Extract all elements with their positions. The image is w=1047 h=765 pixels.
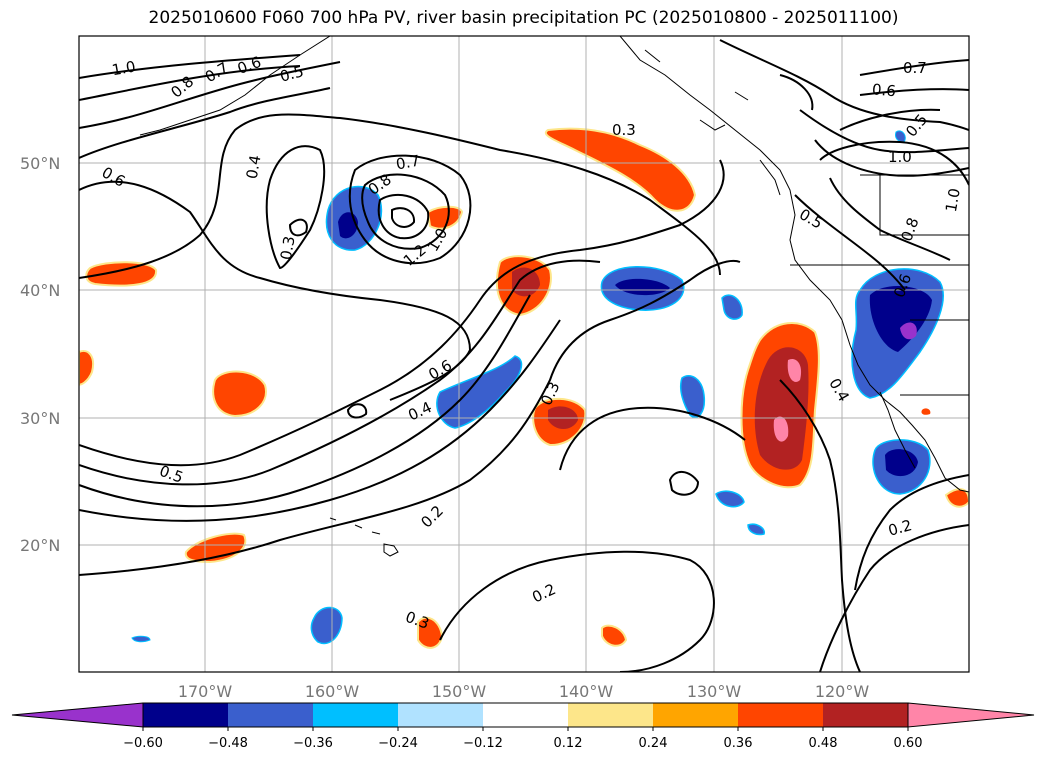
contour-label: 1.0 [942, 187, 964, 214]
colorbar-extend-min [11, 702, 144, 728]
lon-label: 150°W [432, 682, 487, 701]
contour-label: 1.0 [888, 148, 912, 166]
longitude-labels: 170°W 160°W 150°W 140°W 130°W 120°W [178, 682, 870, 701]
pv-contours [79, 39, 969, 672]
colorbar-bin [653, 703, 738, 727]
coastlines [139, 36, 969, 493]
contour-label: 0.4 [243, 154, 265, 181]
colorbar-border [142, 702, 909, 728]
colorbar-tick-label: 0.48 [809, 736, 838, 751]
colorbar-tick-label: −0.60 [123, 736, 163, 751]
colorbar-bin [738, 703, 823, 727]
colorbar-bin [228, 703, 313, 727]
colorbar-bin [483, 703, 568, 727]
colorbar-extend-max [907, 702, 1035, 728]
colorbar-tick-label: 0.12 [554, 736, 583, 751]
contour-label: 0.2 [886, 516, 914, 540]
lon-label: 140°W [559, 682, 614, 701]
colorbar-tick-label: 0.36 [724, 736, 753, 751]
precipitation-shading [79, 127, 969, 649]
colorbar-tick-label: −0.48 [208, 736, 248, 751]
colorbar-bin [313, 703, 398, 727]
contour-label: 1.0 [110, 57, 137, 79]
contour-label: 0.5 [278, 62, 306, 86]
contour-label: 0.7 [395, 152, 422, 174]
map-title: 2025010600 F060 700 hPa PV, river basin … [148, 8, 899, 28]
colorbar-bin [143, 703, 228, 727]
contour-label: 0.3 [277, 235, 299, 262]
colorbar-bin [568, 703, 653, 727]
hawaii-islands [329, 517, 399, 557]
latitude-labels: 50°N 40°N 30°N 20°N [20, 154, 60, 555]
lat-label: 50°N [20, 154, 60, 173]
lat-label: 40°N [20, 281, 60, 300]
contour-label: 0.6 [871, 80, 896, 100]
contour-label: 0.7 [903, 59, 927, 77]
colorbar-tick-label: 0.24 [639, 736, 668, 751]
colorbar-bin [823, 703, 908, 727]
map-area [79, 36, 969, 672]
colorbar-tick-label: −0.24 [378, 736, 418, 751]
lat-label: 30°N [20, 409, 60, 428]
colorbar-tick-label: −0.36 [293, 736, 333, 751]
lon-label: 160°W [305, 682, 360, 701]
lon-label: 170°W [178, 682, 233, 701]
colorbar: −0.60 −0.48 −0.36 −0.24 −0.12 0.12 0.24 0.36 0.4… [11, 702, 1035, 751]
map-border [78, 35, 970, 673]
colorbar-tick-label: −0.12 [463, 736, 503, 751]
contour-label: 0.3 [612, 121, 636, 139]
colorbar-bin [398, 703, 483, 727]
lat-label: 20°N [20, 536, 60, 555]
lon-label: 120°W [815, 682, 870, 701]
colorbar-tick-label: 0.60 [894, 736, 923, 751]
lon-label: 130°W [687, 682, 742, 701]
